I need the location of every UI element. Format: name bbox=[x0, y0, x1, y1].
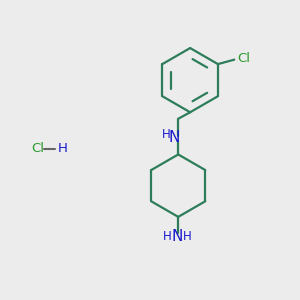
Text: Cl: Cl bbox=[31, 142, 44, 155]
Text: N: N bbox=[169, 130, 180, 145]
Text: H: H bbox=[161, 128, 170, 141]
Text: H: H bbox=[58, 142, 68, 155]
Text: H: H bbox=[183, 230, 191, 243]
Text: H: H bbox=[163, 230, 171, 243]
Text: N: N bbox=[171, 229, 182, 244]
Text: Cl: Cl bbox=[237, 52, 250, 65]
